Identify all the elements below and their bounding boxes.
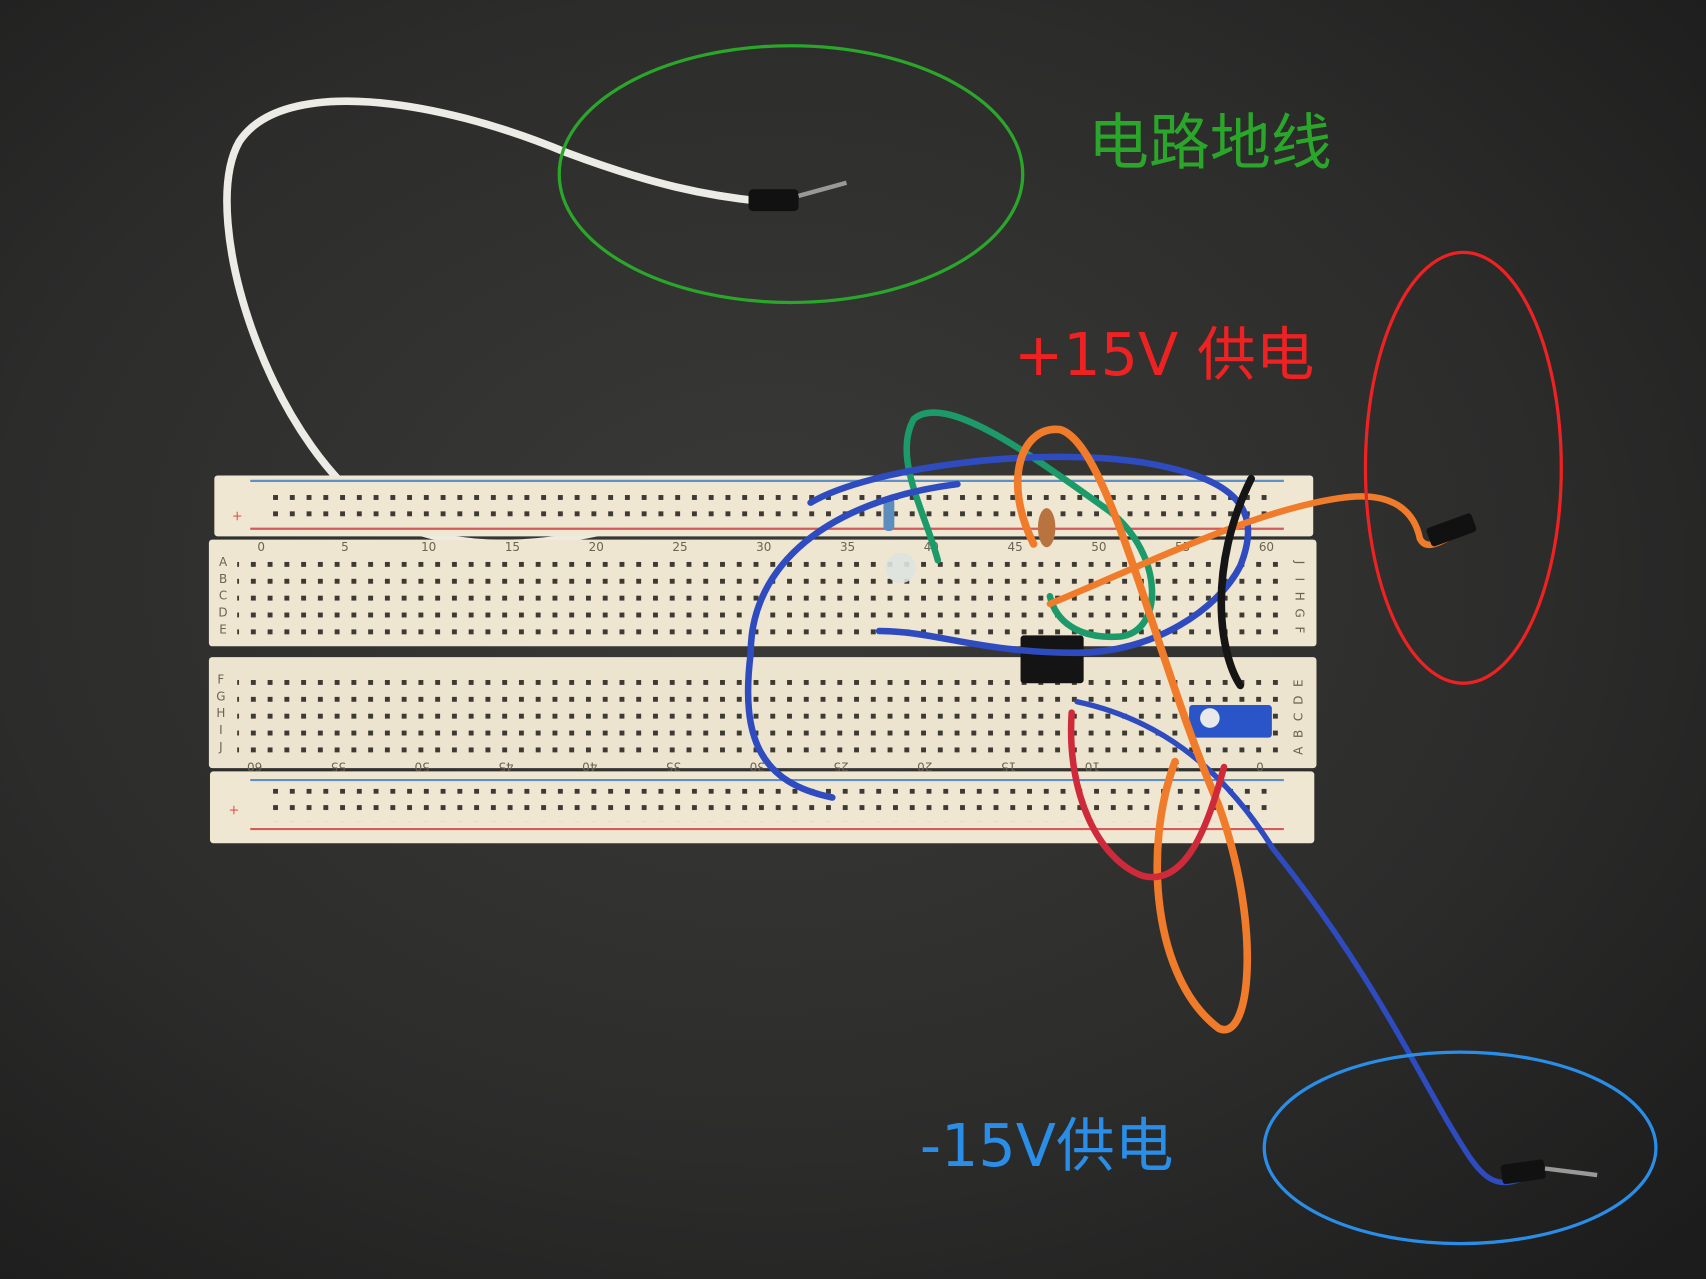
column-number: 50 [415, 759, 430, 773]
scene: + + 0 5 10 15 20 25 30 35 40 45 50 55 60051015202530… [208, 44, 1658, 1246]
column-number: 55 [331, 759, 346, 773]
row-letter: C [1292, 713, 1306, 721]
led [885, 552, 917, 584]
column-number: 45 [498, 759, 513, 773]
column-number: 5 [341, 540, 349, 554]
column-number: 15 [505, 540, 520, 554]
column-number: 20 [589, 540, 604, 554]
ic-chip [1020, 635, 1084, 684]
row-letter: F [1293, 627, 1307, 634]
row-letter: J [218, 740, 223, 754]
column-number: 20 [917, 759, 932, 773]
rail-holes [263, 489, 1276, 523]
wire-blue [744, 480, 961, 801]
column-number: 40 [582, 759, 597, 773]
wire-orange [1013, 425, 1252, 1034]
row-letter: G [216, 689, 225, 703]
column-number: 60 [1259, 540, 1274, 554]
row-letter: D [1292, 696, 1306, 705]
wire-orange-positive [1046, 493, 1451, 608]
ground-label: 电路地线 [1088, 107, 1332, 178]
row-letter: F [217, 673, 224, 687]
column-number: 10 [1085, 759, 1100, 773]
row-letter: A [1292, 746, 1306, 755]
row-letter: I [1293, 578, 1307, 582]
column-number: 25 [833, 759, 848, 773]
column-number: 30 [756, 540, 771, 554]
row-letter: B [219, 572, 227, 586]
plus-sign: + [232, 506, 242, 526]
pin-header [1500, 1159, 1546, 1185]
column-number: 35 [666, 759, 681, 773]
plus-sign: + [229, 800, 239, 820]
column-number: 50 [1091, 540, 1106, 554]
pin-header [1426, 513, 1477, 547]
breadboard: + + 0 5 10 15 20 25 30 35 40 45 50 55 60051015202530… [208, 475, 1317, 844]
rail-holes [263, 788, 1276, 822]
column-number: 0 [257, 540, 265, 554]
row-letter: B [1292, 730, 1306, 738]
row-letter: E [1292, 679, 1306, 687]
column-number: 60 [247, 759, 262, 773]
row-letter: H [216, 706, 225, 720]
wire-black [1217, 474, 1256, 690]
column-number: 0 [1256, 759, 1264, 773]
column-number: 15 [1001, 759, 1016, 773]
row-letter: I [219, 723, 223, 737]
negative-label: -15V供电 [920, 1111, 1174, 1180]
column-number: 25 [672, 540, 687, 554]
pin-header [748, 189, 799, 212]
negative-circle [1262, 1050, 1658, 1246]
wire-green [903, 409, 1156, 641]
column-number: 45 [1007, 540, 1022, 554]
row-letter: G [1293, 608, 1307, 617]
row-letter: E [219, 622, 227, 636]
positive-circle [1363, 250, 1563, 685]
column-number: 35 [840, 540, 855, 554]
ground-circle [557, 44, 1025, 305]
wire-red [1067, 709, 1228, 881]
wire-blue-negative [1074, 699, 1537, 1186]
wire-blue [807, 453, 1252, 657]
pin [798, 180, 848, 198]
row-letter: C [219, 589, 227, 603]
row-letter: J [1293, 560, 1307, 565]
capacitor [1037, 508, 1056, 548]
resistor [883, 498, 895, 531]
row-letter: A [219, 555, 228, 569]
positive-label: +15V 供电 [1014, 320, 1314, 389]
row-letter: D [218, 606, 227, 620]
pot-screw [1200, 708, 1220, 728]
column-number: 10 [421, 540, 436, 554]
column-number: 30 [750, 759, 765, 773]
row-letter: H [1293, 592, 1307, 601]
pin [1544, 1166, 1598, 1178]
